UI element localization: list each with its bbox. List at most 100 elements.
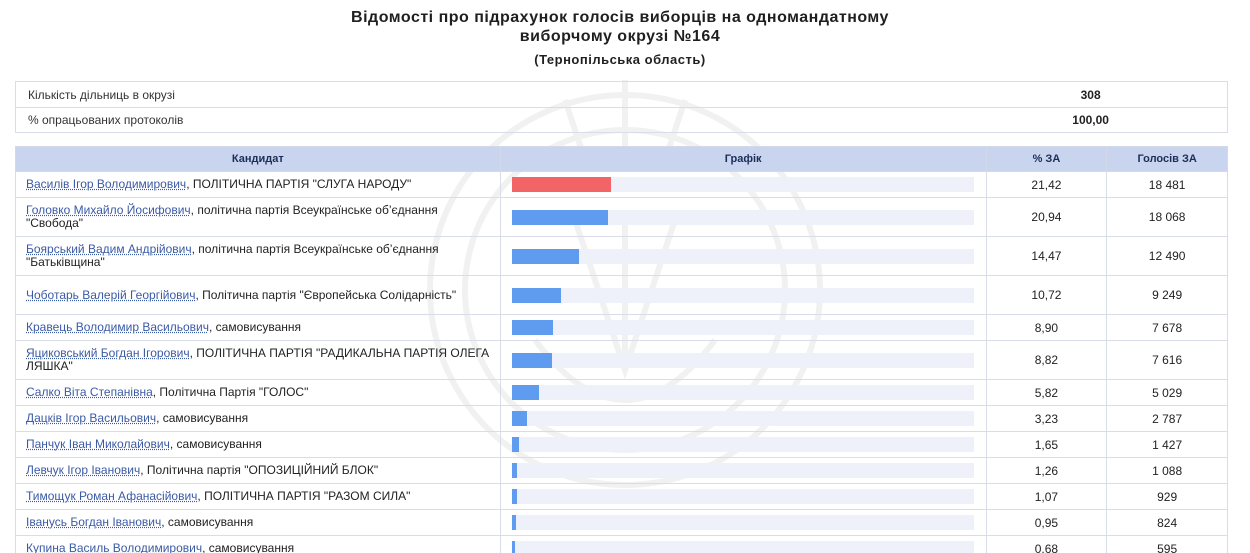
percent-cell: 5,82: [985, 379, 1108, 406]
candidate-name-link[interactable]: Головко Михайло Йосифович: [26, 203, 191, 217]
vote-share-bar: [511, 248, 579, 264]
candidate-party: , самовисування: [169, 437, 262, 451]
votes-cell: 7 616: [1106, 340, 1228, 380]
candidate-cell: Головко Михайло Йосифович, політична пар…: [15, 197, 501, 237]
candidate-cell: Боярський Вадим Андрійович, політична па…: [15, 236, 501, 276]
summary-label: % опрацьованих протоколів: [28, 113, 184, 127]
graph-cell: [499, 509, 987, 536]
candidate-row: Боярський Вадим Андрійович, політична па…: [15, 236, 1228, 276]
votes-cell: 824: [1106, 509, 1228, 536]
header-votes: Голосів ЗА: [1106, 146, 1228, 172]
percent-cell: 1,65: [985, 431, 1108, 458]
bar-track: [511, 287, 974, 303]
vote-share-bar: [511, 209, 609, 225]
votes-cell: 18 068: [1106, 197, 1228, 237]
candidate-name-link[interactable]: Тимощук Роман Афанасійович: [26, 489, 198, 503]
vote-share-bar: [511, 320, 553, 335]
percent-cell: 0,95: [985, 509, 1108, 536]
candidate-party: , ПОЛІТИЧНА ПАРТІЯ "СЛУГА НАРОДУ": [186, 177, 412, 191]
percent-cell: 1,07: [985, 483, 1108, 510]
candidate-row: Панчук Іван Миколайович, самовисування 1,…: [15, 431, 1228, 458]
percent-cell: 20,94: [985, 197, 1108, 237]
header-percent: % ЗА: [985, 146, 1108, 172]
summary-value: 308: [1080, 87, 1101, 102]
vote-share-bar: [511, 463, 518, 478]
votes-cell: 1 088: [1106, 457, 1228, 484]
page-title: Відомості про підрахунок голосів виборці…: [0, 8, 1240, 46]
candidate-party: , політична партія Всеукраїнське об’єдна…: [26, 242, 439, 269]
graph-cell: [499, 197, 987, 237]
bar-track: [511, 248, 974, 264]
bar-track: [511, 489, 974, 504]
candidate-cell: Салко Віта Степанівна, Політична Партія …: [15, 379, 501, 406]
candidate-row: Кравець Володимир Васильович, самовисува…: [15, 314, 1228, 341]
candidate-cell: Тимощук Роман Афанасійович, ПОЛІТИЧНА ПА…: [15, 483, 501, 510]
graph-cell: [499, 340, 987, 380]
candidate-row: Тимощук Роман Афанасійович, ПОЛІТИЧНА ПА…: [15, 483, 1228, 510]
percent-cell: 3,23: [985, 405, 1108, 432]
vote-share-bar: [511, 352, 553, 368]
candidate-cell: Яциковський Богдан Ігорович, ПОЛІТИЧНА П…: [15, 340, 501, 380]
bar-track: [511, 411, 974, 426]
votes-cell: 2 787: [1106, 405, 1228, 432]
graph-cell: [499, 171, 987, 198]
percent-cell: 1,26: [985, 457, 1108, 484]
bar-track: [511, 177, 974, 192]
candidate-name-link[interactable]: Салко Віта Степанівна: [26, 385, 153, 399]
candidate-name-link[interactable]: Купина Василь Володимирович: [26, 541, 203, 553]
candidate-name-link[interactable]: Іванусь Богдан Іванович: [26, 515, 162, 529]
vote-share-bar: [511, 287, 562, 303]
candidate-cell: Кравець Володимир Васильович, самовисува…: [15, 314, 501, 341]
candidate-name-link[interactable]: Василів Ігор Володимирович: [26, 177, 187, 191]
candidate-cell: Іванусь Богдан Іванович, самовисування: [15, 509, 501, 536]
summary-table: Кількість дільниць в окрузі 308 % опраць…: [15, 81, 1228, 133]
candidate-party: , самовисування: [202, 541, 295, 553]
candidate-name-link[interactable]: Дацків Ігор Васильович: [26, 411, 157, 425]
candidate-name-link[interactable]: Панчук Іван Миколайович: [26, 437, 170, 451]
graph-cell: [499, 535, 987, 553]
page-title-line-1: Відомості про підрахунок голосів виборці…: [351, 9, 889, 26]
vote-share-bar: [511, 489, 517, 504]
graph-cell: [499, 405, 987, 432]
graph-cell: [499, 457, 987, 484]
bar-track: [511, 437, 974, 452]
vote-share-bar: [511, 177, 611, 192]
vote-share-bar: [511, 385, 539, 400]
candidate-party: , Політична Партія "ГОЛОС": [152, 385, 309, 399]
votes-cell: 5 029: [1106, 379, 1228, 406]
graph-cell: [499, 483, 987, 510]
votes-cell: 9 249: [1106, 275, 1228, 315]
results-header-row: Кандидат Графік % ЗА Голосів ЗА: [15, 146, 1228, 172]
graph-cell: [499, 431, 987, 458]
candidate-party: , самовисування: [161, 515, 254, 529]
percent-cell: 21,42: [985, 171, 1108, 198]
results-table: Кандидат Графік % ЗА Голосів ЗА Василів …: [15, 146, 1228, 553]
graph-cell: [499, 236, 987, 276]
candidate-name-link[interactable]: Чоботарь Валерій Георгійович: [26, 287, 196, 302]
header-graph: Графік: [499, 146, 987, 172]
percent-cell: 0,68: [985, 535, 1108, 553]
results-body: Василів Ігор Володимирович, ПОЛІТИЧНА ПА…: [15, 171, 1228, 553]
candidate-cell: Дацків Ігор Васильович, самовисування: [15, 405, 501, 432]
candidate-cell: Купина Василь Володимирович, самовисуван…: [15, 535, 501, 553]
vote-share-bar: [511, 541, 515, 553]
votes-cell: 18 481: [1106, 171, 1228, 198]
candidate-cell: Василів Ігор Володимирович, ПОЛІТИЧНА ПА…: [15, 171, 501, 198]
percent-cell: 8,82: [985, 340, 1108, 380]
candidate-cell: Левчук Ігор Іванович, Політична партія "…: [15, 457, 501, 484]
votes-cell: 7 678: [1106, 314, 1228, 341]
vote-share-bar: [511, 437, 520, 452]
candidate-name-link[interactable]: Боярський Вадим Андрійович: [26, 242, 192, 256]
bar-track: [511, 515, 974, 530]
bar-track: [511, 385, 974, 400]
candidate-row: Іванусь Богдан Іванович, самовисування 0,…: [15, 509, 1228, 536]
candidate-party: , ПОЛІТИЧНА ПАРТІЯ "РАДИКАЛЬНА ПАРТІЯ ОЛ…: [26, 346, 490, 373]
candidate-name-link[interactable]: Левчук Ігор Іванович: [26, 463, 141, 477]
percent-cell: 14,47: [985, 236, 1108, 276]
candidate-name-link[interactable]: Кравець Володимир Васильович: [26, 320, 209, 334]
bar-track: [511, 463, 974, 478]
page-header: Відомості про підрахунок голосів виборці…: [0, 8, 1240, 67]
candidate-row: Головко Михайло Йосифович, політична пар…: [15, 197, 1228, 237]
candidate-row: Салко Віта Степанівна, Політична Партія …: [15, 379, 1228, 406]
candidate-name-link[interactable]: Яциковський Богдан Ігорович: [26, 346, 190, 360]
